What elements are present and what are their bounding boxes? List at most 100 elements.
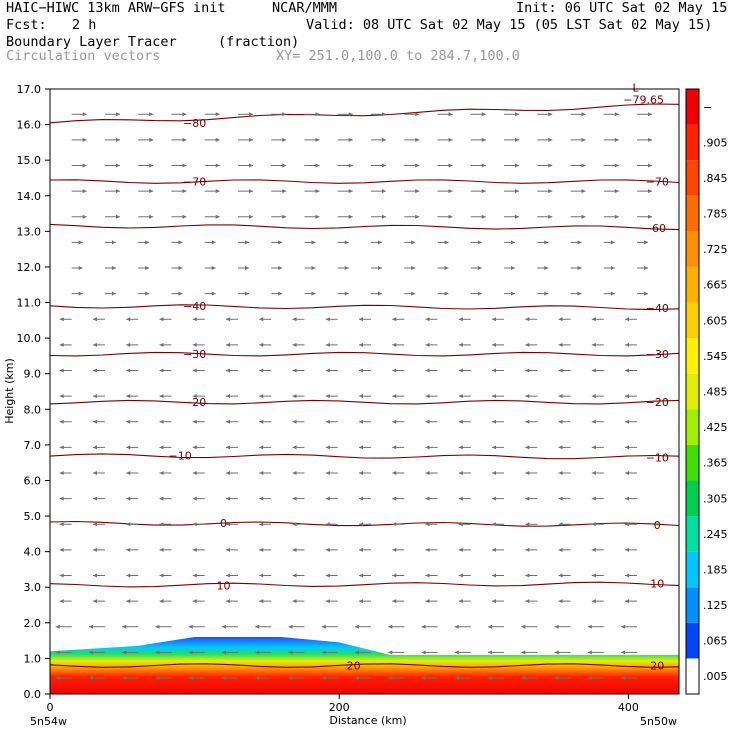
wind-vector-head [188,650,193,655]
wind-vector-head [211,240,216,245]
wind-vector-head [215,137,220,142]
wind-vector-head [610,240,615,245]
wind-vector-head [159,419,164,424]
wind-vector-head [621,624,626,629]
wind-vector-head [92,573,97,578]
colorbar-swatch [686,587,699,623]
wind-vector-head [192,394,197,399]
wind-vector-head [82,214,87,219]
wind-vector-head [411,291,416,296]
wind-vector-head [515,163,520,168]
wind-vector-head [492,445,497,450]
wind-vector-head [348,163,353,168]
wind-vector-head [315,189,320,194]
wind-vector-head [525,496,530,501]
wind-vector-head [415,214,420,219]
contour-line [49,520,680,527]
wind-vector-head [587,650,592,655]
wind-vector-head [521,650,526,655]
colorbar-label: .245 [703,528,728,541]
wind-vector-head [415,189,420,194]
wind-vector-head [448,137,453,142]
wind-vector-head [558,522,563,527]
wind-vector-head [458,445,463,450]
wind-vector-head [481,214,486,219]
wind-vector-head [55,675,60,680]
wind-vector-head [188,675,193,680]
wind-vector-head [458,522,463,527]
colorbar-swatch [686,195,699,232]
wind-vector-head [454,675,459,680]
wind-vector-head [115,163,120,168]
y-tick-label: 15.0 [17,154,42,167]
wind-vector-head [182,112,187,117]
wind-vector-head [425,573,430,578]
valid-time: Valid: 08 UTC Sat 02 May 15 (05 LST Sat … [306,17,713,33]
colorbar-swatch [686,622,699,659]
wind-vector-head [378,266,383,271]
wind-vector-head [59,342,64,347]
wind-vector-head [591,368,596,373]
wind-vector-head [415,137,420,142]
contour-line [49,351,680,357]
wind-vector-head [292,522,297,527]
colorbar-label: .365 [703,457,728,470]
wind-vector-head [388,624,393,629]
wind-vector-head [382,189,387,194]
wind-vector-head [359,470,364,475]
wind-vector-head [444,291,449,296]
contour-line [49,223,680,231]
wind-vector-head [525,470,530,475]
wind-vector-head [458,317,463,322]
wind-vector-head [454,624,459,629]
wind-vector-head [325,368,330,373]
wind-vector-head [359,419,364,424]
y-tick-label: 6.0 [24,474,42,487]
wind-vector-head [591,342,596,347]
wind-vector-head [88,650,93,655]
wind-vector-head [59,419,64,424]
minimum-marker: L [633,82,640,95]
wind-vector-head [182,189,187,194]
wind-vector-head [515,112,520,117]
wind-vector-head [458,573,463,578]
wind-vector-head [311,240,316,245]
wind-vector-head [178,266,183,271]
wind-vector-head [359,547,364,552]
wind-vector-head [621,650,626,655]
wind-vector-head [126,342,131,347]
x-tick-label: 200 [329,701,350,714]
vector-field-name: Circulation vectors [6,48,161,64]
wind-vector-head [458,599,463,604]
wind-vector-head [525,342,530,347]
wind-vector-head [126,419,131,424]
field-name: Boundary Layer Tracer [6,34,177,50]
wind-vector-head [88,624,93,629]
wind-vector-head [511,240,516,245]
wind-vector-head [225,599,230,604]
wind-vector-head [149,214,154,219]
wind-vector-head [558,317,563,322]
wind-vector-head [625,317,630,322]
wind-vector-head [348,214,353,219]
wind-vector-head [82,112,87,117]
wind-vector-head [511,266,516,271]
wind-vector-head [159,368,164,373]
wind-vector-head [481,112,486,117]
wind-vector-head [378,291,383,296]
y-axis-label: Height (km) [3,358,16,424]
wind-vector-head [292,368,297,373]
contour-label: −40 [646,302,669,315]
wind-vector-head [591,317,596,322]
wind-vector-head [126,599,131,604]
wind-vector-head [122,675,127,680]
x-tick-label: 400 [618,701,639,714]
wind-vector-head [315,137,320,142]
wind-vector-head [122,650,127,655]
minimum-value: −79.65 [623,94,664,107]
wind-vector-head [558,573,563,578]
colorbar-label: .725 [703,243,728,256]
wind-vector-head [392,445,397,450]
wind-vector-head [625,419,630,424]
wind-vector-head [288,624,293,629]
